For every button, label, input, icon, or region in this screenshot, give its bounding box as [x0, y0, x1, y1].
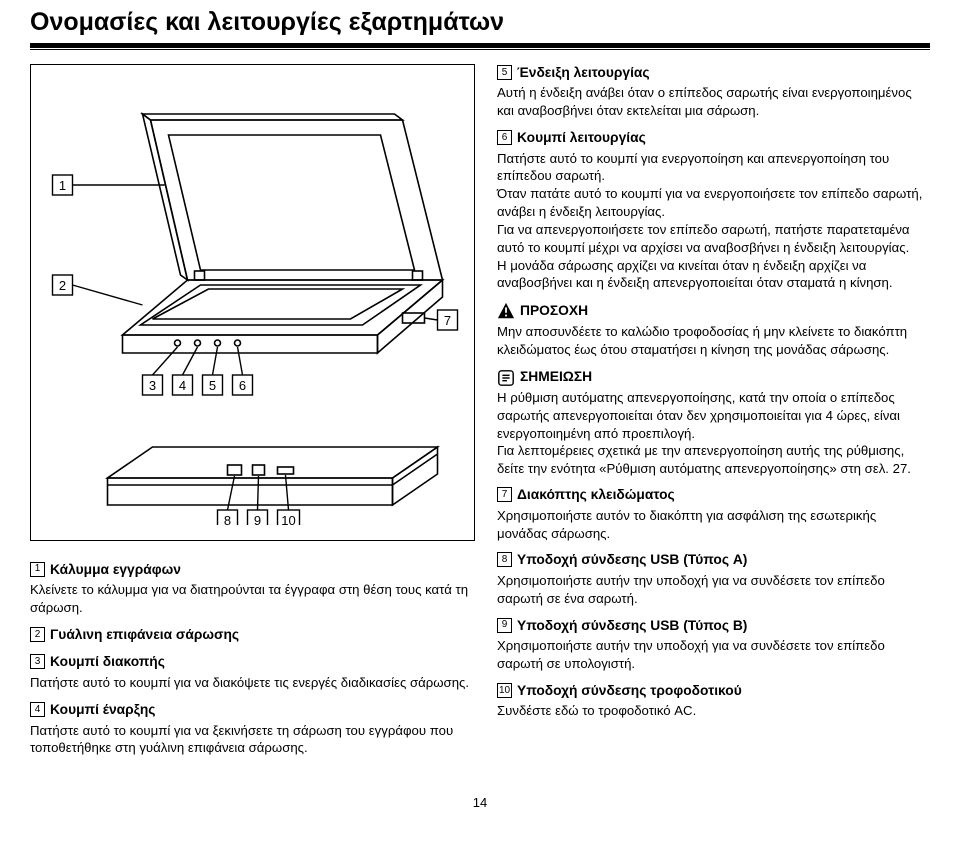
item-number: 6 — [497, 130, 512, 145]
item-body: Κλείνετε το κάλυμμα για να διατηρούνται … — [30, 581, 475, 617]
item-body: Χρησιμοποιήστε αυτήν την υποδοχή για να … — [497, 637, 930, 673]
item-block: 2 Γυάλινη επιφάνεια σάρωσης — [30, 626, 475, 645]
item-title: Κουμπί έναρξης — [50, 701, 155, 720]
warning-icon — [497, 302, 515, 320]
item-block: 7 Διακόπτης κλειδώματος Χρησιμοποιήστε αυτ… — [497, 486, 930, 542]
page-title: Ονομασίες και λειτουργίες εξαρτημάτων — [30, 6, 930, 40]
divider-thick — [30, 43, 930, 48]
item-title: Διακόπτης κλειδώματος — [517, 486, 675, 505]
item-block: 10 Υποδοχή σύνδεσης τροφοδοτικούΣυνδέστε … — [497, 682, 930, 720]
item-heading: 8 Υποδοχή σύνδεσης USB (Τύπος A) — [497, 551, 930, 570]
item-heading: 3 Κουμπί διακοπής — [30, 653, 475, 672]
caution-label: ΠΡΟΣΟΧΗ — [520, 302, 588, 321]
item-block: 9 Υποδοχή σύνδεσης USB (Τύπος B)Χρησιμοπο… — [497, 617, 930, 673]
item-title: Υποδοχή σύνδεσης USB (Τύπος A) — [517, 551, 747, 570]
item-title: Κουμπί λειτουργίας — [517, 129, 646, 148]
item-body: Αυτή η ένδειξη ανάβει όταν ο επίπεδος σα… — [497, 84, 930, 120]
item-heading: 9 Υποδοχή σύνδεσης USB (Τύπος B) — [497, 617, 930, 636]
callout-8: 8 — [224, 513, 231, 525]
note-label: ΣΗΜΕΙΩΣΗ — [520, 368, 592, 387]
caution-body: Μην αποσυνδέετε το καλώδιο τροφοδοσίας ή… — [497, 323, 930, 359]
item-number: 3 — [30, 654, 45, 669]
note-body: Η ρύθμιση αυτόματης απενεργοποίησης, κατ… — [497, 389, 930, 478]
item-title: Κουμπί διακοπής — [50, 653, 165, 672]
item-body: Πατήστε αυτό το κουμπί για να ξεκινήσετε… — [30, 722, 475, 758]
item-number: 5 — [497, 65, 512, 80]
item-title: Γυάλινη επιφάνεια σάρωσης — [50, 626, 239, 645]
item-number: 10 — [497, 683, 512, 698]
item-body: Χρησιμοποιήστε αυτόν το διακόπτη για ασφ… — [497, 507, 930, 543]
item-number: 4 — [30, 702, 45, 717]
item-title: Υποδοχή σύνδεσης USB (Τύπος B) — [517, 617, 747, 636]
note-row: ΣΗΜΕΙΩΣΗ — [497, 368, 930, 387]
item-block: 3 Κουμπί διακοπής Πατήστε αυτό το κουμπί γ… — [30, 653, 475, 691]
divider-thin — [30, 49, 930, 50]
left-column: 1 2 3 4 5 6 — [30, 64, 475, 766]
diagram-container: 1 2 3 4 5 6 — [30, 64, 475, 541]
item-title: Κάλυμμα εγγράφων — [50, 561, 181, 580]
item-heading: 5 Ένδειξη λειτουργίας — [497, 64, 930, 83]
item-title: Ένδειξη λειτουργίας — [517, 64, 650, 83]
item-block: 4 Κουμπί έναρξης Πατήστε αυτό το κουμπί γι… — [30, 701, 475, 757]
item-block: 5 Ένδειξη λειτουργίαςΑυτή η ένδειξη ανάβε… — [497, 64, 930, 120]
item-block: 6 Κουμπί λειτουργίας Πατήστε αυτό το κουμπ… — [497, 129, 930, 292]
item-body: Χρησιμοποιήστε αυτήν την υποδοχή για να … — [497, 572, 930, 608]
callout-10: 10 — [281, 513, 295, 525]
item-number: 7 — [497, 487, 512, 502]
callout-2: 2 — [59, 278, 66, 293]
right-column: 5 Ένδειξη λειτουργίαςΑυτή η ένδειξη ανάβε… — [497, 64, 930, 766]
item-number: 8 — [497, 552, 512, 567]
note-icon — [497, 369, 515, 387]
scanner-diagram: 1 2 3 4 5 6 — [39, 75, 466, 525]
callout-7: 7 — [444, 313, 451, 328]
item-number: 9 — [497, 618, 512, 633]
item-heading: 6 Κουμπί λειτουργίας — [497, 129, 930, 148]
item-number: 2 — [30, 627, 45, 642]
callout-3: 3 — [149, 378, 156, 393]
item-heading: 10 Υποδοχή σύνδεσης τροφοδοτικού — [497, 682, 930, 701]
item-heading: 7 Διακόπτης κλειδώματος — [497, 486, 930, 505]
callout-6: 6 — [239, 378, 246, 393]
item-body: Συνδέστε εδώ το τροφοδοτικό AC. — [497, 702, 930, 720]
item-heading: 2 Γυάλινη επιφάνεια σάρωσης — [30, 626, 475, 645]
callout-1: 1 — [59, 178, 66, 193]
page-number: 14 — [30, 794, 930, 812]
item-block: 1 Κάλυμμα εγγράφωνΚλείνετε το κάλυμμα για… — [30, 561, 475, 617]
item-heading: 4 Κουμπί έναρξης — [30, 701, 475, 720]
callout-4: 4 — [179, 378, 186, 393]
item-body: Πατήστε αυτό το κουμπί για ενεργοποίηση … — [497, 150, 930, 293]
item-title: Υποδοχή σύνδεσης τροφοδοτικού — [517, 682, 742, 701]
callout-9: 9 — [254, 513, 261, 525]
callout-5: 5 — [209, 378, 216, 393]
item-body: Πατήστε αυτό το κουμπί για να διακόψετε … — [30, 674, 475, 692]
item-number: 1 — [30, 562, 45, 577]
item-block: 8 Υποδοχή σύνδεσης USB (Τύπος A) Χρησιμοπο… — [497, 551, 930, 607]
item-heading: 1 Κάλυμμα εγγράφων — [30, 561, 475, 580]
caution-row: ΠΡΟΣΟΧΗ — [497, 302, 930, 321]
